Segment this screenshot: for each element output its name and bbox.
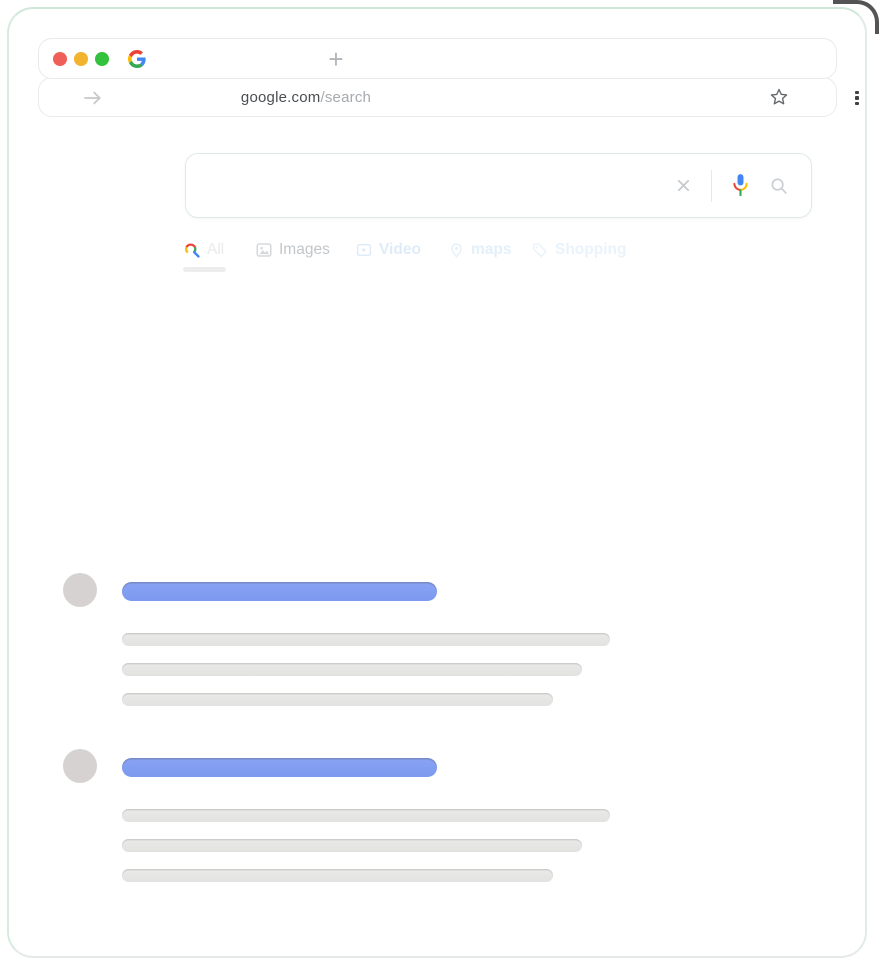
search-box-icons — [674, 169, 812, 202]
result-line-skeleton — [122, 839, 582, 852]
result-line-skeleton — [122, 693, 553, 706]
maximize-window-button[interactable] — [95, 51, 109, 66]
url-path: /search — [320, 88, 372, 106]
search-icon[interactable] — [769, 176, 789, 196]
clear-search-icon[interactable] — [674, 176, 693, 195]
search-input[interactable] — [186, 154, 674, 217]
tab-label: All — [207, 241, 225, 258]
google-favicon-icon — [128, 49, 146, 68]
result-filter-tabs: All Images Video — [0, 241, 879, 269]
tab-shopping[interactable]: Shopping — [531, 241, 626, 259]
corner-decoration — [833, 0, 879, 34]
tab-label: Images — [279, 241, 330, 258]
tab-images[interactable]: Images — [255, 241, 330, 259]
result-line-skeleton — [122, 809, 610, 822]
tab-maps[interactable]: maps — [448, 241, 512, 259]
result-skeleton[interactable] — [63, 749, 763, 899]
maps-pin-icon — [448, 242, 465, 259]
tab-label: Video — [379, 241, 421, 258]
browser-tab-bar: + — [38, 38, 837, 79]
tab-label: Shopping — [555, 241, 627, 258]
forward-arrow-icon[interactable] — [81, 86, 105, 110]
search-box — [185, 153, 812, 218]
tab-all[interactable]: All — [183, 241, 224, 259]
video-icon — [355, 241, 373, 259]
result-title-skeleton[interactable] — [122, 582, 437, 601]
images-icon — [255, 241, 273, 259]
search-box-divider — [710, 169, 712, 202]
shopping-tag-icon — [531, 241, 549, 259]
browser-address-bar: google.com/search — [38, 77, 859, 117]
tab-video[interactable]: Video — [355, 241, 421, 259]
minimize-window-button[interactable] — [74, 51, 88, 66]
window-controls — [53, 51, 109, 66]
url-domain: google.com — [240, 88, 321, 106]
new-tab-button[interactable]: + — [286, 46, 386, 72]
result-line-skeleton — [122, 663, 582, 676]
result-avatar — [63, 573, 97, 607]
result-avatar — [63, 749, 97, 783]
active-tab-underline — [183, 267, 226, 272]
bookmark-star-icon[interactable] — [768, 86, 790, 108]
microphone-icon[interactable] — [730, 172, 751, 199]
result-line-skeleton — [122, 633, 610, 646]
result-line-skeleton — [122, 869, 553, 882]
result-title-skeleton[interactable] — [122, 758, 437, 777]
tab-label: maps — [471, 241, 512, 258]
search-all-icon — [183, 241, 201, 259]
overflow-menu-icon[interactable] — [851, 87, 863, 109]
result-skeleton[interactable] — [63, 573, 763, 723]
url-display[interactable]: google.com/search — [206, 78, 406, 116]
close-window-button[interactable] — [53, 51, 67, 66]
